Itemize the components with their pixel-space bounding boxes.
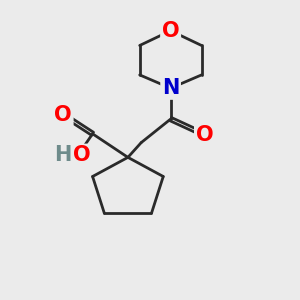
Text: H: H xyxy=(54,145,71,165)
Text: O: O xyxy=(196,125,213,145)
Text: O: O xyxy=(73,145,90,165)
Text: N: N xyxy=(162,78,179,98)
Text: O: O xyxy=(162,21,179,41)
Text: O: O xyxy=(54,105,72,125)
